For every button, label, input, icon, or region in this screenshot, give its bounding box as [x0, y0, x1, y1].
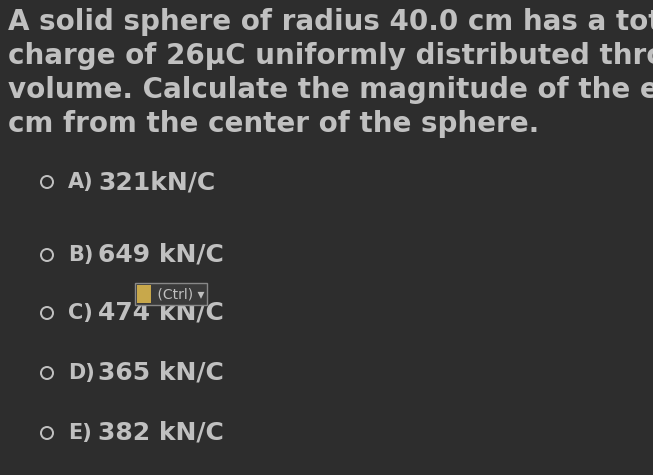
Text: A solid sphere of radius 40.0 cm has a total positive: A solid sphere of radius 40.0 cm has a t…	[8, 8, 653, 36]
Text: 365 kN/C: 365 kN/C	[98, 361, 224, 385]
Circle shape	[42, 250, 52, 260]
Circle shape	[42, 308, 52, 318]
Circle shape	[40, 248, 54, 262]
Text: (Ctrl) ▾: (Ctrl) ▾	[153, 287, 204, 301]
FancyBboxPatch shape	[135, 283, 207, 305]
Text: A): A)	[68, 172, 93, 192]
Circle shape	[40, 175, 54, 189]
FancyBboxPatch shape	[137, 285, 151, 303]
Text: 321kN/C: 321kN/C	[98, 170, 215, 194]
Text: cm from the center of the sphere.: cm from the center of the sphere.	[8, 110, 539, 138]
Text: 649 kN/C: 649 kN/C	[98, 243, 224, 267]
Circle shape	[40, 426, 54, 440]
Text: charge of 26μC uniformly distributed throughout its: charge of 26μC uniformly distributed thr…	[8, 42, 653, 70]
Circle shape	[40, 366, 54, 380]
Text: volume. Calculate the magnitude of the electric field 60: volume. Calculate the magnitude of the e…	[8, 76, 653, 104]
Text: E): E)	[68, 423, 92, 443]
Text: 382 kN/C: 382 kN/C	[98, 421, 224, 445]
Text: 474 kN/C: 474 kN/C	[98, 301, 224, 325]
Circle shape	[42, 368, 52, 378]
Circle shape	[42, 177, 52, 187]
Circle shape	[42, 428, 52, 438]
Text: D): D)	[68, 363, 95, 383]
Text: B): B)	[68, 245, 93, 265]
Text: C): C)	[68, 303, 93, 323]
Circle shape	[40, 306, 54, 320]
